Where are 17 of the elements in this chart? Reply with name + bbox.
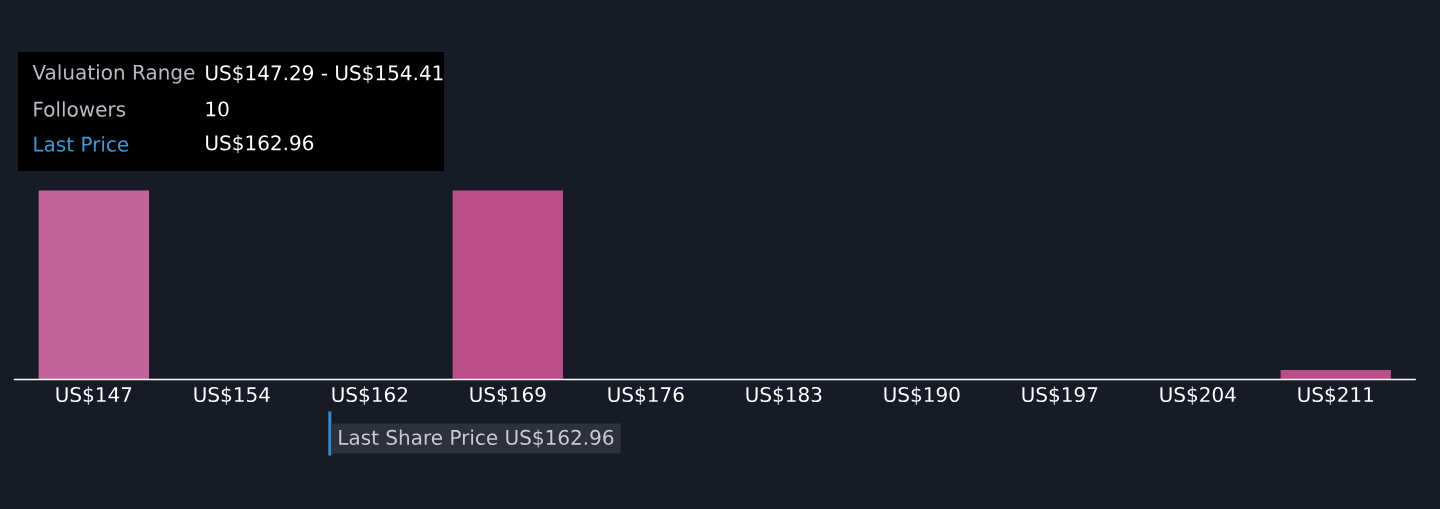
text: US$162.96	[206, 134, 314, 154]
x-tick-label: US$169	[470, 386, 546, 405]
text: Last Share Price US$162.96	[339, 429, 614, 448]
x-tick-label: US$190	[884, 386, 960, 405]
x-tick-label: US$183	[746, 386, 822, 405]
x-tick-label: US$197	[1022, 386, 1098, 405]
x-tick-label: US$211	[1298, 386, 1374, 405]
x-tick-label: US$204	[1160, 386, 1236, 405]
text: 10	[206, 101, 229, 117]
x-tick-label: US$176	[608, 386, 684, 405]
text: Valuation Range	[32, 64, 195, 84]
x-tick-label: US$147	[56, 386, 132, 405]
text: Followers	[34, 101, 126, 117]
text: Last Price	[34, 136, 129, 152]
text: US$147.29 - US$154.41	[206, 64, 443, 84]
x-tick-label: US$154	[194, 386, 270, 405]
x-tick-label: US$162	[332, 386, 407, 405]
